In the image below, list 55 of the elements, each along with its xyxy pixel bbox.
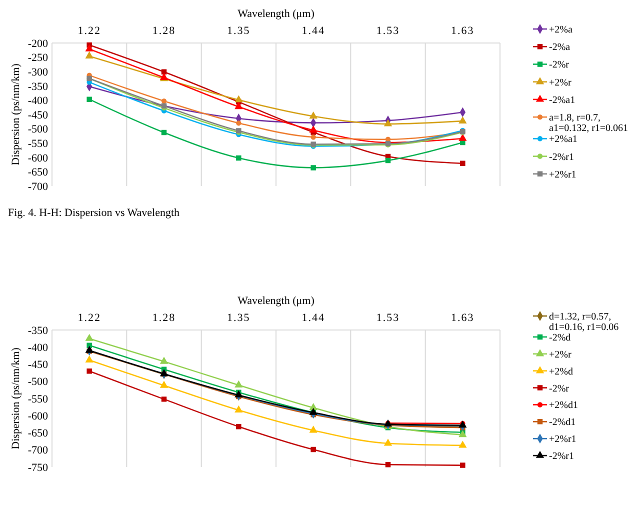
- x-tick-label: 1.63: [451, 312, 474, 324]
- legend-label: +2%d1: [549, 400, 578, 412]
- legend-label: -2%a: [549, 42, 571, 54]
- y-tick-label: -450: [28, 359, 48, 372]
- x-tick-label: 1.44: [302, 25, 325, 37]
- y-tick-label: -200: [28, 38, 48, 50]
- y-tick-label: -600: [28, 152, 48, 164]
- x-tick-label: 1.28: [152, 25, 176, 37]
- y-tick-label: -300: [28, 66, 48, 78]
- y-tick-label: -350: [28, 324, 48, 337]
- y-tick-label: -550: [28, 138, 48, 150]
- y-tick-label: -400: [28, 95, 48, 108]
- y-tick-label: -700: [28, 180, 48, 193]
- legend-label: -2%a1: [549, 94, 576, 106]
- y-tick-label: -650: [28, 166, 48, 179]
- x-tick-label: 1.63: [451, 25, 474, 37]
- legend-label: -2%d: [549, 332, 571, 344]
- y-axis-title: Dispersion (ps/nm/km): [10, 347, 22, 450]
- y-tick-label: -350: [28, 80, 48, 93]
- x-tick-label: 1.53: [376, 25, 400, 37]
- y-tick-label: -450: [28, 109, 48, 122]
- y-tick-label: -400: [28, 342, 48, 354]
- y-tick-label: -750: [28, 462, 48, 474]
- legend-label: +2%d: [549, 366, 573, 378]
- x-axis-title: Wavelength (μm): [238, 295, 315, 307]
- legend-label: -2%r1: [549, 152, 574, 163]
- legend-label: -2%r: [549, 60, 570, 71]
- y-tick-label: -700: [28, 444, 48, 457]
- y-tick-label: -600: [28, 410, 48, 422]
- y-axis-title: Dispersion (ps/nm/km): [10, 63, 22, 166]
- legend-label: -2%d1: [549, 417, 576, 428]
- y-tick-label: -650: [28, 428, 48, 440]
- y-tick-label: -500: [28, 124, 48, 136]
- x-tick-label: 1.22: [78, 25, 101, 37]
- legend-label: -2%r: [549, 383, 570, 394]
- legend-label: +2%a1: [549, 134, 578, 146]
- legend-label: d=1.32, r=0.57, d1=0.16, r1=0.06: [549, 312, 619, 333]
- x-tick-label: 1.44: [302, 312, 325, 324]
- legend-label: a=1.8, r=0.7, a1=0.132, r1=0.061: [549, 112, 628, 134]
- y-tick-label: -500: [28, 376, 48, 388]
- caption: Fig. 4. H-H: Dispersion vs Wavelength: [8, 207, 180, 219]
- legend-label: +2%r: [549, 349, 572, 360]
- x-axis-title: Wavelength (μm): [238, 8, 315, 20]
- legend-label: +2%r1: [549, 434, 576, 446]
- y-tick-label: -550: [28, 393, 48, 406]
- y-tick-label: -250: [28, 52, 48, 64]
- x-tick-label: 1.35: [227, 25, 250, 37]
- legend-label: -2%r1: [549, 451, 574, 462]
- x-tick-label: 1.28: [152, 312, 176, 324]
- x-tick-label: 1.22: [78, 312, 101, 324]
- legend-label: +2%r: [549, 77, 572, 88]
- legend-label: +2%r1: [549, 169, 576, 180]
- x-tick-label: 1.35: [227, 312, 250, 324]
- legend-label: +2%a: [549, 24, 573, 36]
- x-tick-label: 1.53: [376, 312, 400, 324]
